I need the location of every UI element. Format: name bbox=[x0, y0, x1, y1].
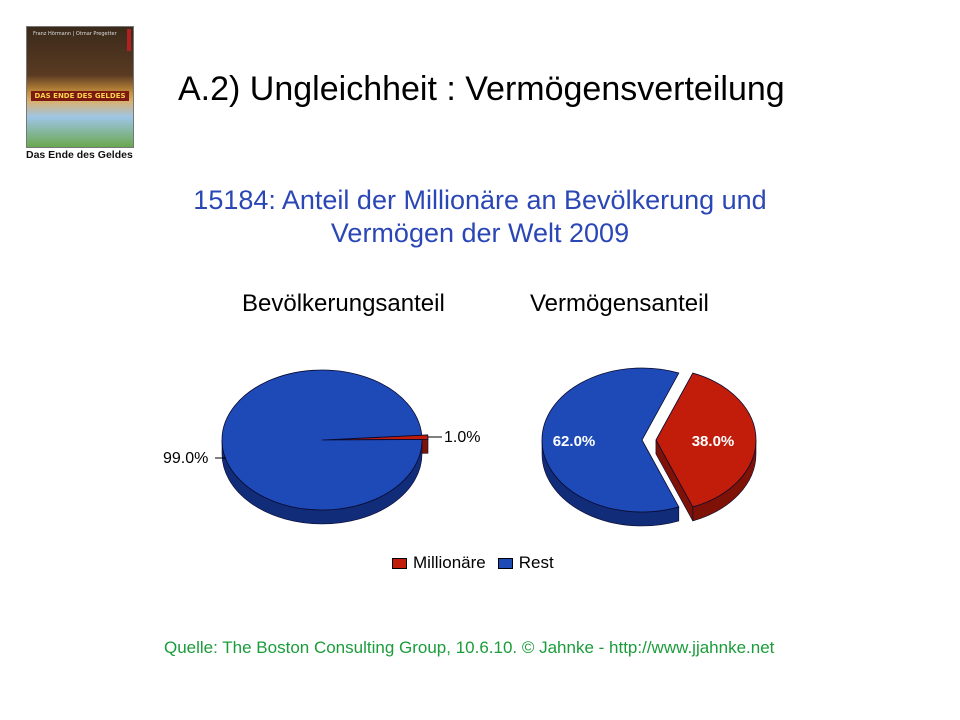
legend-label-millionaire: Millionäre bbox=[413, 553, 486, 572]
pie-population: 1.0% 99.0% bbox=[163, 369, 480, 525]
book-title-band: DAS ENDE DES GELDES bbox=[31, 91, 129, 101]
legend-item-millionaire: Millionäre bbox=[392, 553, 486, 573]
legend-swatch-millionaire bbox=[392, 557, 407, 569]
book-caption: Das Ende des Geldes bbox=[26, 149, 133, 161]
pie-wealth: 38.0% 62.0% bbox=[541, 367, 757, 527]
pie-label-wealth-millionaire: 38.0% bbox=[692, 433, 735, 450]
book-cover-image: Franz Hörmann | Otmar Pregetter DAS ENDE… bbox=[26, 26, 148, 166]
legend-label-rest: Rest bbox=[518, 553, 554, 572]
source-note: Quelle: The Boston Consulting Group, 10.… bbox=[164, 638, 775, 657]
pie-label-population-rest: 99.0% bbox=[163, 450, 208, 467]
chart-legend: Millionäre Rest bbox=[392, 553, 566, 573]
legend-item-rest: Rest bbox=[497, 553, 554, 573]
chart-title: 15184: Anteil der Millionäre an Bevölker… bbox=[193, 185, 767, 248]
book-strip bbox=[127, 29, 131, 51]
pie-slice-millionaire bbox=[655, 372, 757, 508]
slide-title: A.2) Ungleichheit : Vermögensverteilung bbox=[178, 70, 785, 108]
pie-slice-rest bbox=[541, 367, 680, 513]
book-cover: Franz Hörmann | Otmar Pregetter DAS ENDE… bbox=[26, 26, 134, 148]
legend-swatch-rest bbox=[497, 557, 513, 569]
pie-label-population-millionaire: 1.0% bbox=[444, 429, 480, 446]
book-authors: Franz Hörmann | Otmar Pregetter bbox=[33, 31, 117, 37]
pie-title-population: Bevölkerungsanteil bbox=[242, 290, 445, 317]
pie-title-wealth: Vermögensanteil bbox=[530, 290, 709, 317]
pie-slice-rest bbox=[221, 369, 423, 511]
pie-label-wealth-rest: 62.0% bbox=[553, 433, 596, 450]
